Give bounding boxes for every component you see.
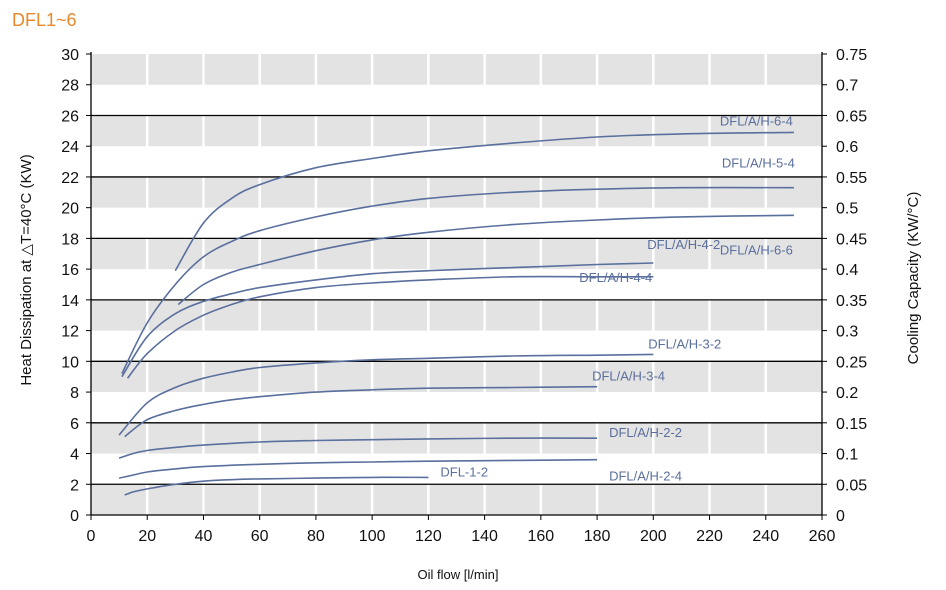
y2-tick-label: 0.15: [836, 416, 867, 433]
grey-band: [91, 299, 822, 331]
y2-tick-label: 0.5: [836, 201, 858, 218]
series-line: [118, 353, 654, 436]
y2-tick-label: 0.2: [836, 385, 858, 402]
plot-bands: [91, 54, 822, 515]
y-tick-label: 18: [61, 231, 79, 248]
series-label: DFL-1-2: [440, 464, 488, 479]
y-tick-label: 0: [70, 508, 79, 525]
series-label: DFL/A/H-3-2: [648, 336, 721, 351]
x-tick-label: 60: [251, 528, 269, 545]
y2-tick-label: 0.75: [836, 47, 867, 64]
series-label: DFL/A/H-6-6: [720, 242, 793, 257]
y-axis-title: Heat Dissipation at △T=40°C (KW): [18, 154, 35, 385]
series-label: DFL/A/H-4-4: [579, 270, 652, 285]
grey-band: [91, 54, 822, 85]
series-label: DFL/A/H-3-4: [592, 369, 665, 384]
series-line: [174, 131, 794, 272]
data-curves: [118, 131, 794, 496]
x-axis-ticks: 0 20 40 60 80 100 120 140 160 180 200 220 240 260: [87, 515, 836, 545]
y2-tick-label: 0.1: [836, 447, 858, 464]
x-tick-label: 240: [752, 528, 779, 545]
y-tick-label: 28: [61, 78, 79, 95]
x-tick-label: 160: [527, 528, 554, 545]
series-line: [126, 275, 654, 379]
y-tick-label: 22: [61, 170, 79, 187]
x-tick-label: 200: [640, 528, 667, 545]
series-line: [121, 262, 654, 378]
series-labels: DFL/A/H-6-4DFL/A/H-5-4DFL/A/H-6-6DFL/A/H…: [440, 113, 794, 483]
y2-tick-label: 0.05: [836, 477, 867, 494]
y2-axis-title: Cooling Capacity (KW/°C): [905, 192, 922, 365]
y2-tick-label: 0.45: [836, 231, 867, 248]
x-tick-label: 20: [138, 528, 156, 545]
y2-tick-label: 0.65: [836, 108, 867, 125]
series-label: DFL/A/H-6-4: [720, 113, 793, 128]
page-title: DFL1~6: [12, 10, 77, 30]
y2-tick-label: 0.3: [836, 324, 858, 341]
y2-tick-label: 0.55: [836, 170, 867, 187]
grey-band: [91, 484, 822, 515]
y2-tick-label: 0.6: [836, 139, 858, 156]
series-line: [124, 476, 429, 496]
series-label: DFL/A/H-2-4: [609, 469, 682, 484]
plot-grid: [90, 52, 823, 516]
x-tick-label: 0: [87, 528, 96, 545]
y-tick-label: 14: [61, 293, 79, 310]
series-line: [121, 186, 794, 374]
x-tick-label: 40: [195, 528, 213, 545]
y2-tick-label: 0.25: [836, 354, 867, 371]
series-line: [177, 214, 794, 306]
series-line: [118, 458, 598, 479]
y2-tick-label: 0.7: [836, 78, 858, 95]
y-tick-label: 16: [61, 262, 79, 279]
y-tick-label: 30: [61, 47, 79, 64]
x-tick-label: 80: [307, 528, 325, 545]
y-tick-label: 8: [70, 385, 79, 402]
y2-axis-ticks: 0 0.05 0.1 0.15 0.2 0.25 0.3 0.35 0.4 0.45 0.5 0.55…: [822, 47, 867, 525]
x-tick-label: 140: [471, 528, 498, 545]
y2-tick-label: 0.35: [836, 293, 867, 310]
y-tick-label: 6: [70, 416, 79, 433]
x-tick-label: 100: [359, 528, 386, 545]
x-tick-label: 180: [584, 528, 611, 545]
y-tick-label: 26: [61, 108, 79, 125]
y-tick-label: 24: [61, 139, 79, 156]
x-tick-label: 120: [415, 528, 442, 545]
y2-tick-label: 0: [836, 508, 845, 525]
series-label: DFL/A/H-2-2: [609, 425, 682, 440]
y-tick-label: 20: [61, 201, 79, 218]
grey-band: [91, 115, 822, 147]
series-label: DFL/A/H-4-2: [647, 237, 720, 252]
y-tick-label: 4: [70, 447, 79, 464]
x-tick-label: 220: [696, 528, 723, 545]
x-axis-title: Oil flow [l/min]: [418, 567, 499, 582]
y-tick-label: 12: [61, 324, 79, 341]
series-line: [118, 437, 598, 459]
y-tick-label: 10: [61, 354, 79, 371]
y-tick-label: 2: [70, 477, 79, 494]
series-line: [124, 385, 598, 438]
grey-band: [91, 176, 822, 208]
series-label: DFL/A/H-5-4: [722, 156, 795, 171]
grey-band: [91, 238, 822, 270]
y2-tick-label: 0.4: [836, 262, 858, 279]
x-tick-label: 260: [809, 528, 836, 545]
